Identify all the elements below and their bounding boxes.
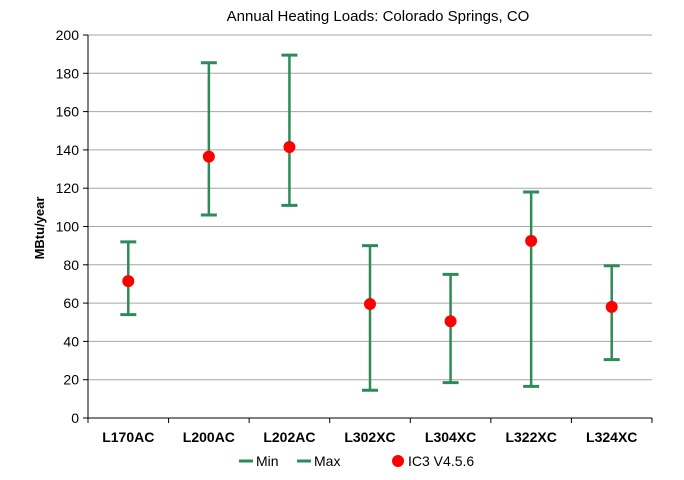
legend-label: Min	[256, 453, 279, 469]
legend-label: IC3 V4.5.6	[408, 453, 474, 469]
y-tick-label: 100	[56, 219, 80, 235]
chart-title: Annual Heating Loads: Colorado Springs, …	[227, 8, 530, 25]
legend: Min Max IC3 V4.5.6	[239, 453, 474, 469]
ic3-point	[283, 141, 296, 154]
ic3-point	[122, 275, 135, 288]
y-tick-label: 60	[63, 295, 79, 311]
y-axis-label: MBtu/year	[32, 197, 47, 260]
y-tick-label: 20	[63, 372, 79, 388]
y-tick-label: 140	[56, 142, 80, 158]
x-tick-label: L200AC	[183, 429, 235, 445]
legend-label: Max	[314, 453, 340, 469]
legend-marker	[392, 455, 404, 467]
y-tick-label: 120	[56, 180, 80, 196]
gridlines	[88, 34, 652, 381]
y-tick-label: 80	[63, 257, 79, 273]
range-bars	[120, 53, 620, 392]
x-tick-label: L170AC	[102, 429, 154, 445]
x-tick-label: L304XC	[425, 429, 476, 445]
ic3-point	[605, 300, 618, 313]
y-tick-label: 180	[56, 65, 80, 81]
ic3-point	[364, 298, 376, 311]
x-tick-label: L322XC	[505, 429, 556, 445]
x-tick-label: L202AC	[263, 429, 315, 445]
y-tick-label: 200	[56, 27, 80, 43]
x-ticks: L170AC L200AC L202AC L302XC L304XC L322XC L324…	[102, 429, 637, 445]
ic3-point	[444, 315, 457, 328]
ic3-point	[202, 150, 215, 163]
x-tick-label: L302XC	[344, 429, 395, 445]
ic3-point	[525, 234, 538, 247]
y-tick-label: 0	[71, 410, 79, 426]
y-tick-label: 40	[63, 333, 79, 349]
axes	[83, 34, 653, 423]
x-tick-label: L324XC	[586, 429, 637, 445]
y-ticks: 0 20 40 60 80 100 120 140 160 180 200	[56, 27, 80, 426]
data-points	[122, 141, 618, 328]
y-tick-label: 160	[56, 104, 80, 120]
